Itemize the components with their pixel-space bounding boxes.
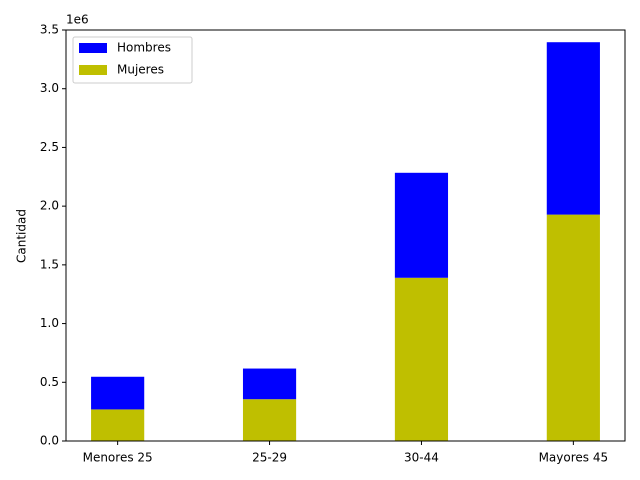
legend-label: Hombres	[117, 41, 171, 55]
plot-frame	[65, 29, 626, 442]
legend-swatch	[79, 43, 107, 53]
bar-segment	[394, 172, 449, 278]
y-axis-label: Cantidad	[15, 209, 29, 263]
y-tick-label: 1.5	[40, 257, 59, 271]
y-tick-label: 3.0	[40, 81, 59, 95]
bar-segment	[546, 42, 600, 215]
y-offset-label: 1e6	[66, 13, 89, 27]
y-tick-label: 3.5	[40, 23, 59, 37]
bar-segment	[242, 368, 297, 400]
x-tick-label: Menores 25	[83, 451, 153, 465]
bar-segment	[394, 277, 449, 441]
legend-label: Mujeres	[117, 63, 164, 77]
y-tick-label: 0.0	[40, 434, 59, 448]
bar-segment	[91, 376, 145, 410]
legend-swatch	[79, 65, 107, 75]
y-tick-label: 2.5	[40, 140, 59, 154]
bar-segment	[91, 409, 145, 441]
x-tick-label: Mayores 45	[539, 451, 609, 465]
bar-segment	[546, 214, 600, 441]
x-tick-label: 30-44	[404, 451, 439, 465]
y-tick-label: 0.5	[40, 375, 59, 389]
bar-segment	[242, 399, 297, 441]
y-tick-label: 1.0	[40, 316, 59, 330]
x-tick-label: 25-29	[252, 451, 287, 465]
y-tick-label: 2.0	[40, 199, 59, 213]
